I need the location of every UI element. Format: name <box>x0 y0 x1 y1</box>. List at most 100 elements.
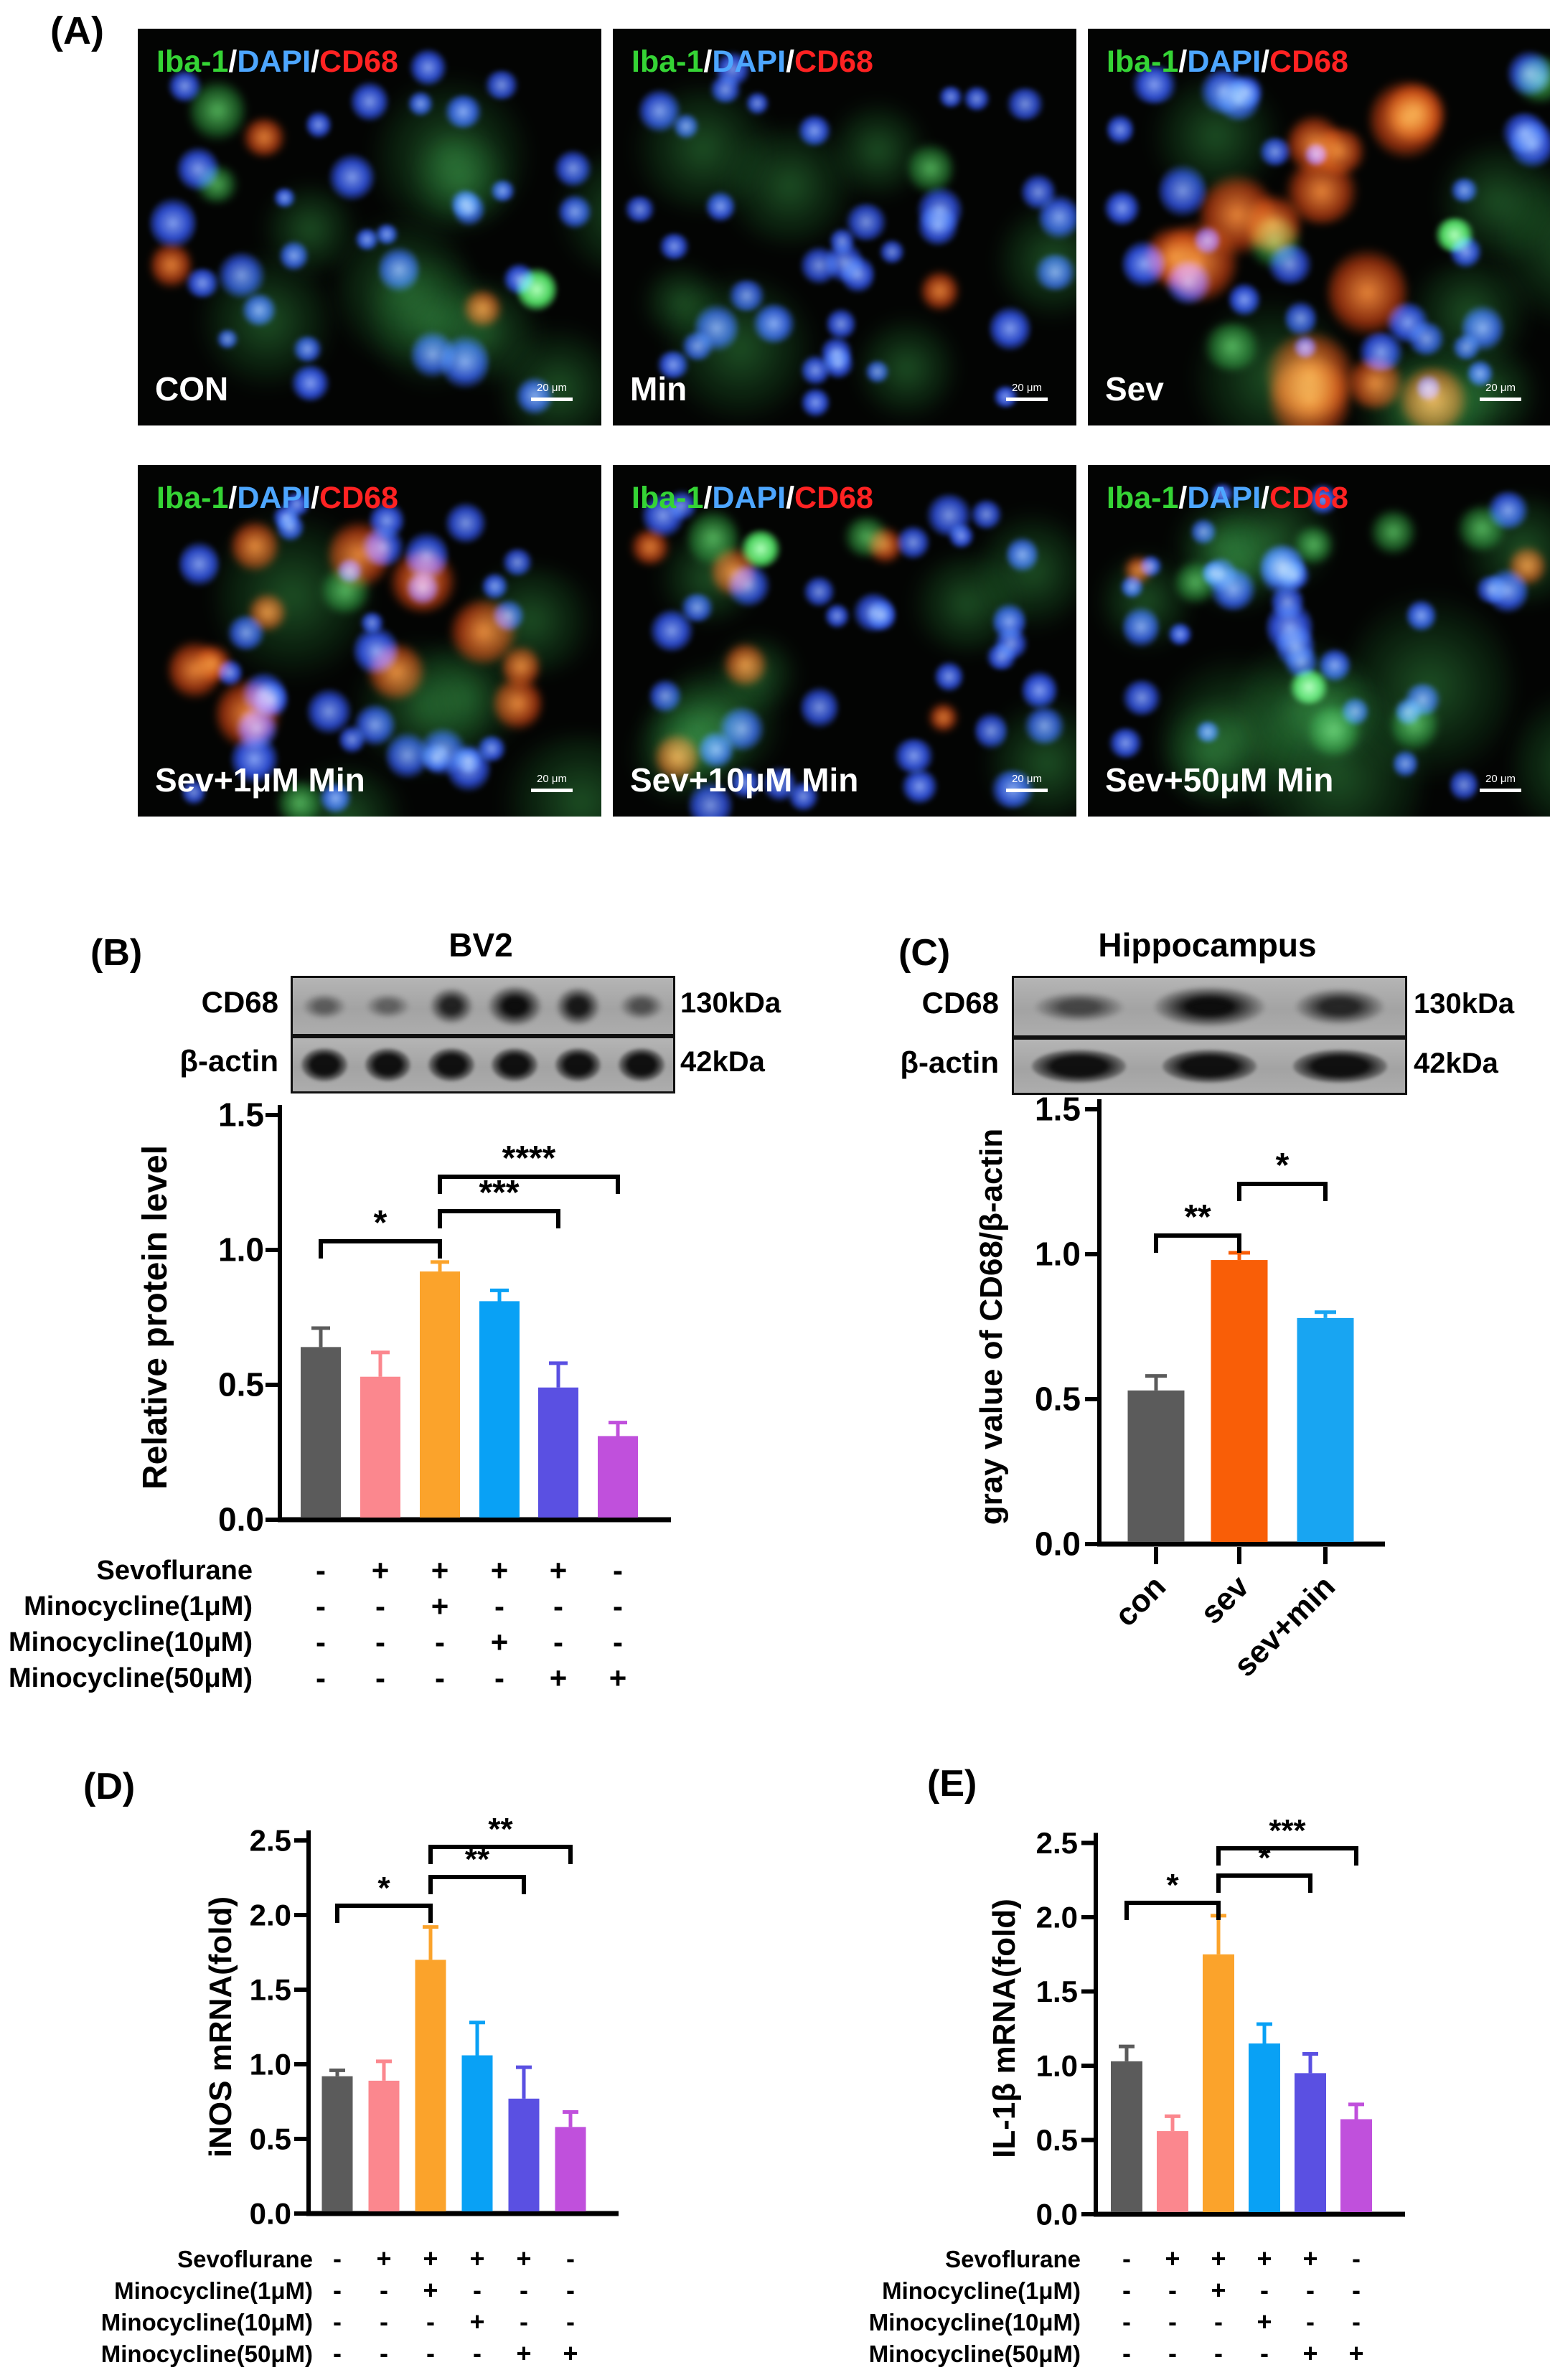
dapi-nucleus-blob <box>350 80 389 122</box>
dapi-nucleus-blob <box>178 540 220 588</box>
dapi-nucleus-blob <box>1307 484 1340 515</box>
panel-e-letter: (E) <box>927 1763 977 1805</box>
treatment-plus-minus: + <box>549 1661 568 1695</box>
error-bar <box>516 2065 532 2099</box>
blot-band <box>1292 1050 1387 1083</box>
treatment-plus-minus: - <box>1306 2275 1315 2305</box>
dapi-nucleus-blob <box>558 194 593 229</box>
cd68-cell-blob <box>1198 173 1275 257</box>
cd68-cell-blob <box>1397 366 1469 425</box>
iba1-bright-cell-blob <box>1433 217 1475 253</box>
cd68-cell-blob <box>367 643 426 701</box>
dapi-nucleus-blob <box>934 660 964 693</box>
dapi-nucleus-blob <box>1190 517 1216 545</box>
significance-bracket <box>1216 1873 1312 1893</box>
iba1-bright-cell-blob <box>515 266 558 312</box>
condition-label: Sev <box>1105 370 1164 408</box>
treatment-plus-minus: + <box>1257 2306 1272 2336</box>
significance-bracket <box>428 1875 526 1894</box>
iba1-cell-blob <box>1173 560 1217 606</box>
treatment-plus-minus: - <box>380 2338 388 2368</box>
error-bar <box>376 2059 392 2081</box>
dapi-nucleus-blob <box>718 706 766 751</box>
molecular-weight-label: 42kDa <box>680 1045 765 1078</box>
channel-legend-: / <box>786 44 795 79</box>
significance-bracket <box>1154 1233 1241 1253</box>
bar <box>555 2127 586 2211</box>
dapi-nucleus-blob <box>865 359 891 383</box>
treatment-plus-minus: - <box>375 1625 385 1660</box>
significance-label: * <box>374 1204 388 1242</box>
dapi-nucleus-blob <box>484 70 520 100</box>
blot-band <box>1295 989 1384 1025</box>
dapi-nucleus-blob <box>623 195 657 223</box>
panel-d-letter: (D) <box>83 1766 136 1807</box>
treatment-row-label: Minocycline(1μM) <box>24 1591 253 1622</box>
y-axis-title: IL-1β mRNA(fold) <box>987 1899 1022 2158</box>
treatment-plus-minus: - <box>1214 2338 1223 2368</box>
x-category-label: sev <box>1194 1568 1257 1631</box>
dapi-nucleus-blob <box>649 609 694 653</box>
treatment-plus-minus: + <box>1302 2243 1318 2273</box>
treatment-plus-minus: + <box>516 2243 532 2273</box>
dapi-nucleus-blob <box>969 499 1002 530</box>
y-tick-label: 0.0 <box>250 2196 291 2230</box>
treatment-plus-minus: - <box>1168 2275 1177 2305</box>
iba1-cell-blob <box>1370 509 1417 555</box>
dapi-nucleus-blob <box>450 189 480 218</box>
treatment-plus-minus: - <box>316 1661 326 1695</box>
green-haze-blob <box>720 125 858 247</box>
significance-label: *** <box>479 1174 519 1212</box>
dapi-nucleus-blob <box>489 179 516 202</box>
error-bar <box>609 1421 627 1436</box>
scale-bar-label: 20 μm <box>537 773 567 785</box>
dapi-nucleus-blob <box>974 711 1008 751</box>
dapi-nucleus-blob <box>476 735 507 762</box>
bar <box>420 1271 460 1518</box>
treatment-plus-minus: - <box>375 1661 385 1695</box>
dapi-nucleus-blob <box>1108 728 1143 759</box>
y-axis-title: gray value of CD68/β-actin <box>974 1129 1009 1525</box>
channel-legend: Iba-1/DAPI/CD68 <box>156 44 398 80</box>
error-bar <box>563 2110 578 2127</box>
dapi-nucleus-blob <box>359 612 385 634</box>
treatment-plus-minus: - <box>426 2306 435 2336</box>
channel-legend-: / <box>703 481 713 515</box>
cd68-cell-blob <box>1145 224 1203 290</box>
bar <box>479 1301 520 1518</box>
bar <box>1295 2073 1326 2212</box>
green-haze-blob <box>1161 700 1257 806</box>
treatment-plus-minus: - <box>1352 2275 1361 2305</box>
treatment-plus-minus: + <box>423 2243 438 2273</box>
error-bar <box>469 2021 485 2056</box>
significance-bracket <box>1124 1901 1221 1920</box>
treatment-plus-minus: - <box>333 2243 342 2273</box>
significance-bracket <box>428 1845 573 1864</box>
blot-band <box>492 1048 537 1081</box>
panel-a-letter: (A) <box>50 9 104 52</box>
channel-legend-: / <box>1178 44 1188 79</box>
y-tick-label: 0.5 <box>218 1366 264 1403</box>
blot-lane-box <box>291 1036 675 1093</box>
treatment-plus-minus: + <box>516 2338 532 2368</box>
dapi-nucleus-blob <box>1228 282 1261 317</box>
blot-band <box>366 994 410 1018</box>
channel-legend-Iba1: Iba-1 <box>156 481 229 515</box>
significance-label: ** <box>465 1842 490 1877</box>
cd68-cell-blob <box>1326 247 1408 338</box>
blot-lane-box <box>1012 1038 1407 1095</box>
dapi-nucleus-blob <box>673 113 700 140</box>
channel-legend-: / <box>1178 481 1188 515</box>
treatment-plus-minus: - <box>1214 2306 1223 2336</box>
cd68-cell-blob <box>1345 357 1405 410</box>
dapi-nucleus-blob <box>273 187 296 208</box>
treatment-plus-minus: - <box>426 2338 435 2368</box>
blot-band <box>303 993 347 1019</box>
dapi-nucleus-blob <box>937 86 964 108</box>
treatment-plus-minus: + <box>469 2306 485 2336</box>
dapi-nucleus-blob <box>1474 575 1510 604</box>
channel-legend-CD68: CD68 <box>1269 44 1348 79</box>
chart-E: 0.00.51.01.52.02.5IL-1β mRNA(fold)***** <box>987 1813 1405 2231</box>
